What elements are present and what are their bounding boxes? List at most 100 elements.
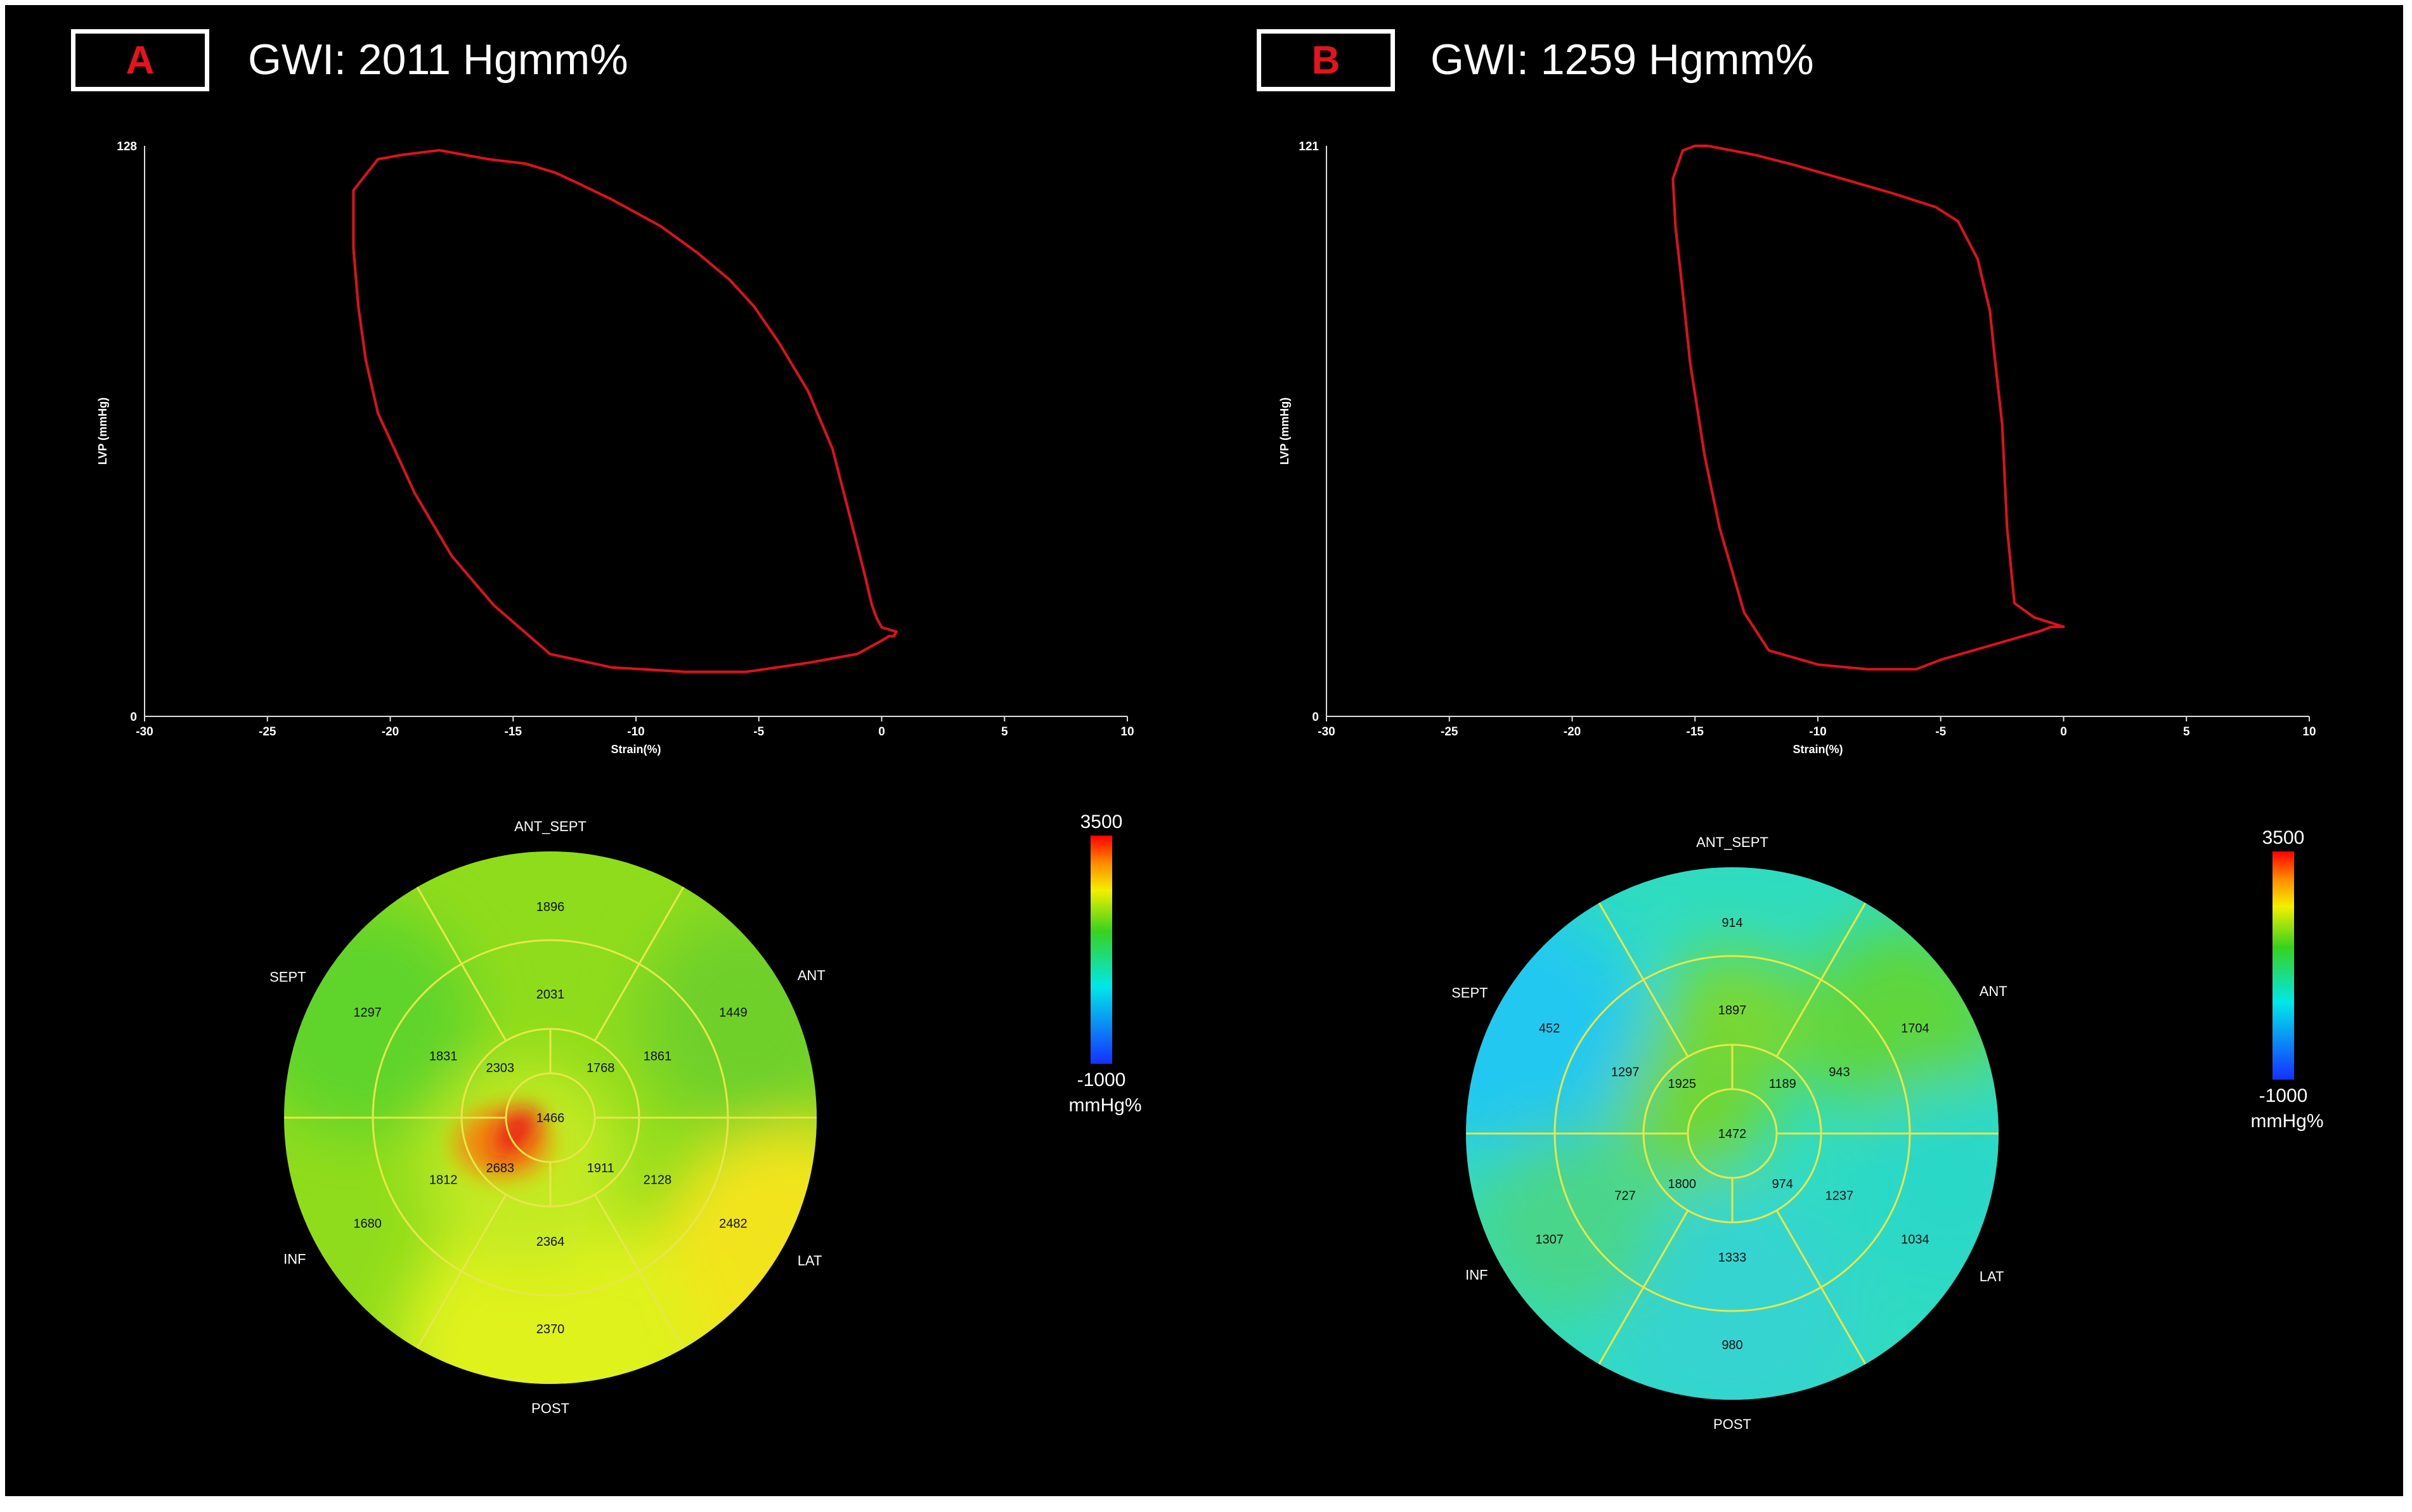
direction-label: ANT_SEPT <box>514 818 587 834</box>
apex-value: 1466 <box>536 1111 565 1125</box>
direction-label: INF <box>283 1251 306 1267</box>
legend-min-b: -1000 <box>2259 1085 2308 1106</box>
middle-segment-value: 2128 <box>644 1173 672 1187</box>
x-tick-label: -20 <box>1564 725 1581 739</box>
loop-chart-b: 121 0 -30 -25 -20 -15 -10 -5 0 5 10 Strain(%) LV… <box>1278 140 2316 756</box>
legend-max-b: 3500 <box>2262 827 2305 848</box>
y-tick-max-b: 121 <box>1299 140 1319 153</box>
color-legend-b: 3500 -1000 mmHg% <box>2250 827 2323 1132</box>
bullseye-spoke <box>1775 1210 1867 1365</box>
x-tick-label: -20 <box>382 725 399 739</box>
outer-segment-value: 980 <box>1721 1338 1742 1352</box>
x-tick-label: -30 <box>136 725 153 739</box>
middle-segment-value: 1831 <box>429 1050 458 1064</box>
middle-segment-value: 1897 <box>1718 1004 1747 1018</box>
direction-label: POST <box>531 1400 569 1416</box>
middle-segment-value: 1812 <box>429 1173 458 1187</box>
x-tick-label: -10 <box>1809 725 1826 739</box>
bullseye-spoke <box>593 886 685 1042</box>
middle-segment-value: 1861 <box>644 1050 672 1064</box>
x-tick-label: 0 <box>878 725 885 739</box>
x-tick-label: -25 <box>259 725 276 739</box>
x-tick-label: 5 <box>1001 725 1008 739</box>
figure-frame: A GWI: 2011 Hgmm% 128 0 -30 -25 -20 -15 -10 -… <box>5 5 2403 1496</box>
legend-max-a: 3500 <box>1080 811 1123 832</box>
y-tick-min-b: 0 <box>1312 711 1319 724</box>
bullseye-spoke <box>416 886 507 1042</box>
outer-segment-value: 1896 <box>536 900 565 914</box>
legend-unit-b: mmHg% <box>2250 1111 2323 1132</box>
gwi-title-a: GWI: 2011 Hgmm% <box>248 36 628 84</box>
bullseye-labels-a: 1896 1449 2482 2370 1680 1297 2031 1861 2128 2364… <box>269 818 826 1416</box>
gwi-title-b: GWI: 1259 Hgmm% <box>1430 36 1814 84</box>
direction-label: LAT <box>1980 1269 2004 1284</box>
y-tick-max-a: 128 <box>117 140 137 153</box>
direction-label: ANT <box>1980 983 2007 999</box>
direction-label: ANT <box>798 967 826 983</box>
direction-label: SEPT <box>1451 985 1488 1001</box>
middle-segment-value: 727 <box>1614 1189 1635 1203</box>
x-tick-label: -15 <box>505 725 522 739</box>
direction-label: INF <box>1465 1267 1488 1283</box>
outer-segment-value: 1449 <box>719 1006 748 1020</box>
panel-b: B GWI: 1259 Hgmm% 121 0 -30 -25 -20 -15 -10 -… <box>1187 5 2386 1496</box>
bullseye-grid-a <box>284 886 817 1349</box>
bullseye-spoke <box>1775 902 1867 1057</box>
inner-segment-value: 974 <box>1772 1177 1793 1191</box>
middle-segment-value: 943 <box>1829 1066 1850 1080</box>
outer-segment-value: 452 <box>1539 1022 1560 1036</box>
outer-segment-value: 1307 <box>1535 1233 1564 1247</box>
legend-colorbar-b <box>2273 851 2294 1080</box>
inner-segment-value: 1911 <box>587 1161 614 1175</box>
y-axis-label-b: LVP (mmHg) <box>1278 397 1291 465</box>
middle-segment-value: 1297 <box>1611 1066 1640 1080</box>
direction-label: SEPT <box>269 969 306 985</box>
inner-segment-value: 2683 <box>486 1161 515 1175</box>
bullseye-grid-b <box>1466 902 1999 1365</box>
apex-value: 1472 <box>1718 1127 1747 1141</box>
legend-colorbar-a <box>1091 836 1112 1064</box>
legend-min-a: -1000 <box>1077 1069 1126 1090</box>
middle-segment-value: 1333 <box>1718 1251 1747 1265</box>
middle-segment-value: 2364 <box>536 1235 565 1249</box>
panel-label-a: A <box>71 29 209 91</box>
outer-segment-value: 1704 <box>1901 1022 1929 1036</box>
middle-segment-value: 1237 <box>1825 1189 1854 1203</box>
x-tick-label: 5 <box>2183 725 2190 739</box>
bullseye-spoke <box>416 1194 507 1349</box>
bullseye-spoke <box>1598 902 1689 1057</box>
color-legend-a: 3500 -1000 mmHg% <box>1068 811 1141 1116</box>
direction-label: LAT <box>798 1253 822 1269</box>
direction-label: POST <box>1713 1416 1751 1432</box>
outer-segment-value: 1297 <box>353 1006 382 1020</box>
x-tick-label: -10 <box>627 725 644 739</box>
inner-segment-value: 1800 <box>1668 1177 1697 1191</box>
panel-label-b: B <box>1257 29 1395 91</box>
x-ticks-b: -30 -25 -20 -15 -10 -5 0 5 10 <box>1318 716 2316 739</box>
middle-segment-value: 2031 <box>536 988 565 1002</box>
loop-chart-a: 128 0 -30 -25 -20 -15 -10 -5 0 5 10 Strain(%) LV… <box>96 140 1134 756</box>
panel-a-svg: 128 0 -30 -25 -20 -15 -10 -5 0 5 10 Strain(%) LV… <box>96 140 1142 1416</box>
x-axis-label-b: Strain(%) <box>1793 743 1843 756</box>
inner-segment-value: 1925 <box>1668 1077 1697 1091</box>
legend-unit-a: mmHg% <box>1068 1095 1141 1116</box>
bullseye-color-field-b <box>1466 905 1999 1400</box>
outer-segment-value: 914 <box>1721 916 1742 930</box>
x-tick-label: -5 <box>753 725 764 739</box>
x-tick-label: -5 <box>1935 725 1946 739</box>
bullseye-a: 1896 1449 2482 2370 1680 1297 2031 1861 2128 2364… <box>269 818 826 1416</box>
panel-b-svg: 121 0 -30 -25 -20 -15 -10 -5 0 5 10 Strain(%) LV… <box>1278 140 2324 1432</box>
x-tick-label: -30 <box>1318 725 1335 739</box>
bullseye-spoke <box>1598 1210 1689 1365</box>
outer-segment-value: 1034 <box>1901 1233 1929 1247</box>
x-tick-label: -15 <box>1687 725 1704 739</box>
x-tick-label: 0 <box>2060 725 2067 739</box>
x-tick-label: -25 <box>1441 725 1458 739</box>
panel-a: A GWI: 2011 Hgmm% 128 0 -30 -25 -20 -15 -10 -… <box>5 5 1204 1496</box>
bullseye-labels-b: 914 1704 1034 980 1307 452 1897 943 1237 1333 727 1… <box>1451 834 2007 1432</box>
outer-segment-value: 2370 <box>536 1322 565 1336</box>
outer-segment-value: 2482 <box>719 1217 748 1231</box>
bullseye-b: 914 1704 1034 980 1307 452 1897 943 1237 1333 727 1… <box>1451 834 2007 1432</box>
pressure-strain-loop-a <box>352 149 898 673</box>
outer-segment-value: 1680 <box>353 1217 382 1231</box>
